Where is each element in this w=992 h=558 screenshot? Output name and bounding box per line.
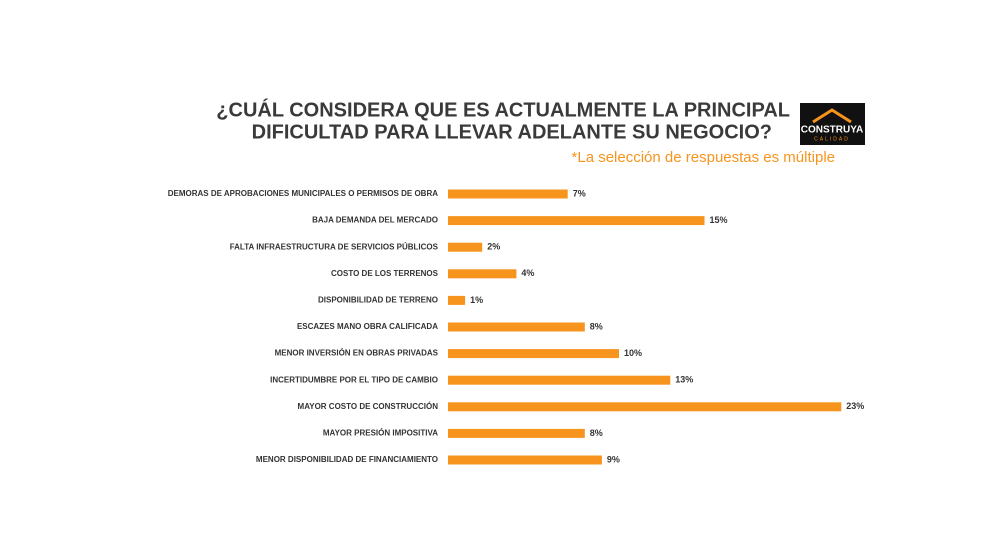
value-label: 4% bbox=[521, 268, 534, 278]
category-label: FALTA INFRAESTRUCTURA DE SERVICIOS PÚBLI… bbox=[230, 242, 439, 251]
bar bbox=[448, 189, 568, 199]
value-label: 1% bbox=[470, 295, 483, 305]
category-label: MAYOR COSTO DE CONSTRUCCIÓN bbox=[298, 402, 439, 411]
category-label: MAYOR PRESIÓN IMPOSITIVA bbox=[323, 429, 438, 438]
bar bbox=[448, 349, 619, 359]
bar bbox=[448, 322, 585, 332]
category-label: ESCAZES MANO OBRA CALIFICADA bbox=[297, 322, 438, 331]
bar bbox=[448, 242, 483, 252]
bar bbox=[448, 402, 842, 412]
value-label: 7% bbox=[573, 188, 586, 198]
bar bbox=[448, 455, 602, 465]
chart-title: ¿CUÁL CONSIDERA QUE ES ACTUALMENTE LA PR… bbox=[216, 98, 790, 121]
category-label: DEMORAS DE APROBACIONES MUNICIPALES O PE… bbox=[168, 189, 438, 198]
category-label: COSTO DE LOS TERRENOS bbox=[331, 269, 439, 278]
value-label: 8% bbox=[590, 428, 603, 438]
bar bbox=[448, 375, 671, 385]
value-label: 10% bbox=[624, 348, 642, 358]
bar bbox=[448, 216, 705, 226]
value-label: 15% bbox=[710, 215, 728, 225]
logo-roof bbox=[812, 108, 852, 124]
chart-title: DIFICULTAD PARA LLEVAR ADELANTE SU NEGOC… bbox=[252, 121, 772, 143]
category-label: MENOR INVERSIÓN EN OBRAS PRIVADAS bbox=[275, 349, 439, 358]
category-label: MENOR DISPONIBILIDAD DE FINANCIAMIENTO bbox=[256, 455, 438, 464]
bar bbox=[448, 428, 585, 438]
value-label: 9% bbox=[607, 454, 620, 464]
category-label: INCERTIDUMBRE POR EL TIPO DE CAMBIO bbox=[270, 375, 438, 384]
logo-name: CONSTRUYA bbox=[801, 125, 863, 136]
bar bbox=[448, 269, 517, 279]
logo: CONSTRUYA CALIDAD bbox=[800, 103, 865, 145]
value-label: 2% bbox=[487, 242, 500, 252]
value-label: 13% bbox=[675, 375, 693, 385]
subtitle: *La selección de respuestas es múltiple bbox=[572, 149, 835, 166]
category-label: BAJA DEMANDA DEL MERCADO bbox=[312, 216, 438, 225]
category-label: DISPONIBILIDAD DE TERRENO bbox=[318, 296, 438, 305]
logo-tagline: CALIDAD bbox=[814, 136, 850, 142]
value-label: 8% bbox=[590, 321, 603, 331]
bar bbox=[448, 295, 466, 305]
value-label: 23% bbox=[846, 401, 864, 411]
